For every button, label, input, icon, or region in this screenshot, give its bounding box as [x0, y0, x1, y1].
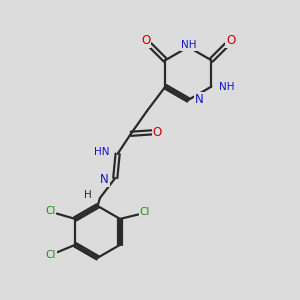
- Text: Cl: Cl: [46, 250, 56, 260]
- Text: Cl: Cl: [45, 206, 56, 216]
- Text: N: N: [195, 93, 203, 106]
- Text: Cl: Cl: [140, 207, 150, 217]
- Text: H: H: [84, 190, 92, 200]
- Text: O: O: [141, 34, 150, 47]
- Text: NH: NH: [181, 40, 196, 50]
- Text: O: O: [226, 34, 236, 47]
- Text: N: N: [100, 173, 109, 186]
- Text: O: O: [153, 126, 162, 139]
- Text: HN: HN: [94, 147, 110, 158]
- Text: NH: NH: [220, 82, 235, 92]
